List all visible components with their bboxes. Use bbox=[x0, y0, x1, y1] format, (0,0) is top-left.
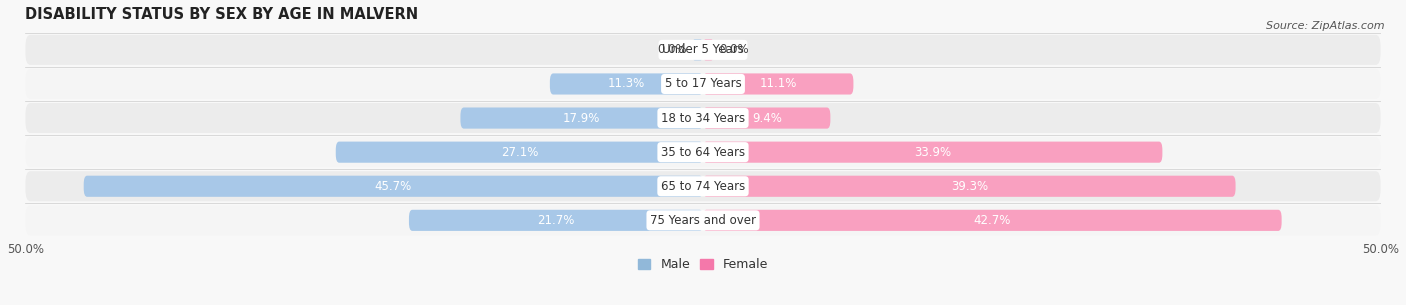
FancyBboxPatch shape bbox=[703, 142, 1163, 163]
Text: 5 to 17 Years: 5 to 17 Years bbox=[665, 77, 741, 91]
FancyBboxPatch shape bbox=[703, 107, 831, 129]
FancyBboxPatch shape bbox=[550, 74, 703, 95]
FancyBboxPatch shape bbox=[692, 39, 703, 60]
Legend: Male, Female: Male, Female bbox=[633, 253, 773, 276]
FancyBboxPatch shape bbox=[25, 171, 1381, 201]
Text: 45.7%: 45.7% bbox=[375, 180, 412, 193]
Text: 17.9%: 17.9% bbox=[562, 112, 600, 124]
FancyBboxPatch shape bbox=[703, 210, 1282, 231]
Text: 0.0%: 0.0% bbox=[720, 43, 749, 56]
Text: 42.7%: 42.7% bbox=[973, 214, 1011, 227]
FancyBboxPatch shape bbox=[25, 69, 1381, 99]
Text: 33.9%: 33.9% bbox=[914, 146, 952, 159]
FancyBboxPatch shape bbox=[703, 74, 853, 95]
FancyBboxPatch shape bbox=[25, 205, 1381, 235]
Text: 21.7%: 21.7% bbox=[537, 214, 575, 227]
FancyBboxPatch shape bbox=[25, 103, 1381, 133]
Text: 75 Years and over: 75 Years and over bbox=[650, 214, 756, 227]
Text: 27.1%: 27.1% bbox=[501, 146, 538, 159]
FancyBboxPatch shape bbox=[460, 107, 703, 129]
FancyBboxPatch shape bbox=[25, 35, 1381, 65]
Text: 35 to 64 Years: 35 to 64 Years bbox=[661, 146, 745, 159]
Text: DISABILITY STATUS BY SEX BY AGE IN MALVERN: DISABILITY STATUS BY SEX BY AGE IN MALVE… bbox=[25, 7, 419, 22]
FancyBboxPatch shape bbox=[25, 137, 1381, 167]
FancyBboxPatch shape bbox=[703, 39, 714, 60]
Text: Source: ZipAtlas.com: Source: ZipAtlas.com bbox=[1267, 21, 1385, 31]
FancyBboxPatch shape bbox=[336, 142, 703, 163]
FancyBboxPatch shape bbox=[84, 176, 703, 197]
Text: 0.0%: 0.0% bbox=[657, 43, 686, 56]
Text: 9.4%: 9.4% bbox=[752, 112, 782, 124]
Text: 11.3%: 11.3% bbox=[607, 77, 645, 91]
Text: 11.1%: 11.1% bbox=[759, 77, 797, 91]
Text: Under 5 Years: Under 5 Years bbox=[662, 43, 744, 56]
Text: 39.3%: 39.3% bbox=[950, 180, 988, 193]
FancyBboxPatch shape bbox=[409, 210, 703, 231]
FancyBboxPatch shape bbox=[703, 176, 1236, 197]
Text: 65 to 74 Years: 65 to 74 Years bbox=[661, 180, 745, 193]
Text: 18 to 34 Years: 18 to 34 Years bbox=[661, 112, 745, 124]
